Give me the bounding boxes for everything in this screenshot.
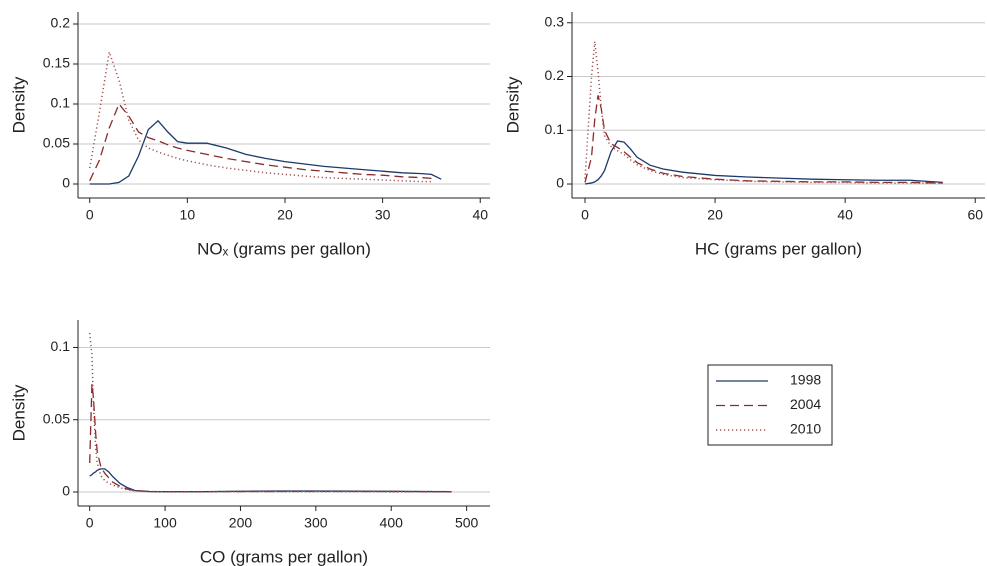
- x-tick-label: 100: [153, 515, 177, 531]
- x-tick-label: 400: [380, 515, 404, 531]
- x-axis-title: HC (grams per gallon): [695, 239, 862, 258]
- x-tick-label: 20: [707, 207, 723, 223]
- x-tick-label: 40: [837, 207, 853, 223]
- density-line: [89, 119, 442, 185]
- x-tick-label: 200: [229, 515, 253, 531]
- x-tick-label: 40: [472, 207, 488, 223]
- density-line: [584, 140, 943, 185]
- legend-label: 1998: [790, 372, 821, 388]
- y-tick-label: 0.1: [51, 95, 71, 111]
- x-tick-label: 60: [967, 207, 983, 223]
- legend-label: 2004: [790, 396, 821, 412]
- y-tick-label: 0.3: [545, 13, 565, 29]
- density-line: [88, 51, 432, 183]
- legend-box: [707, 364, 833, 446]
- y-axis-title: Density: [9, 384, 28, 441]
- x-axis-title: CO (grams per gallon): [200, 547, 368, 566]
- y-tick-label: 0.1: [51, 338, 71, 354]
- density-line: [584, 41, 943, 185]
- x-tick-label: 300: [304, 515, 328, 531]
- density-line: [89, 468, 452, 493]
- x-tick-label: 0: [86, 515, 94, 531]
- density-line: [584, 95, 943, 184]
- x-tick-label: 0: [581, 207, 589, 223]
- y-axis-title: Density: [9, 76, 28, 133]
- x-tick-label: 30: [375, 207, 391, 223]
- y-tick-label: 0: [556, 175, 564, 191]
- y-axis-title: Density: [503, 76, 522, 133]
- density-line: [88, 332, 452, 493]
- x-axis-title: NOₓ (grams per gallon): [197, 239, 371, 258]
- y-tick-label: 0.05: [43, 135, 70, 151]
- x-tick-label: 500: [455, 515, 479, 531]
- legend-label: 2010: [790, 421, 821, 437]
- y-tick-label: 0.1: [545, 121, 565, 137]
- x-tick-label: 20: [277, 207, 293, 223]
- y-tick-label: 0.15: [43, 55, 70, 71]
- x-tick-label: 0: [86, 207, 94, 223]
- density-line: [89, 102, 432, 182]
- density-line: [89, 383, 452, 493]
- y-tick-label: 0.05: [43, 410, 70, 426]
- y-tick-label: 0: [62, 483, 70, 499]
- x-tick-label: 10: [180, 207, 196, 223]
- y-tick-label: 0.2: [545, 67, 565, 83]
- y-tick-label: 0.2: [51, 15, 71, 31]
- y-tick-label: 0: [62, 175, 70, 191]
